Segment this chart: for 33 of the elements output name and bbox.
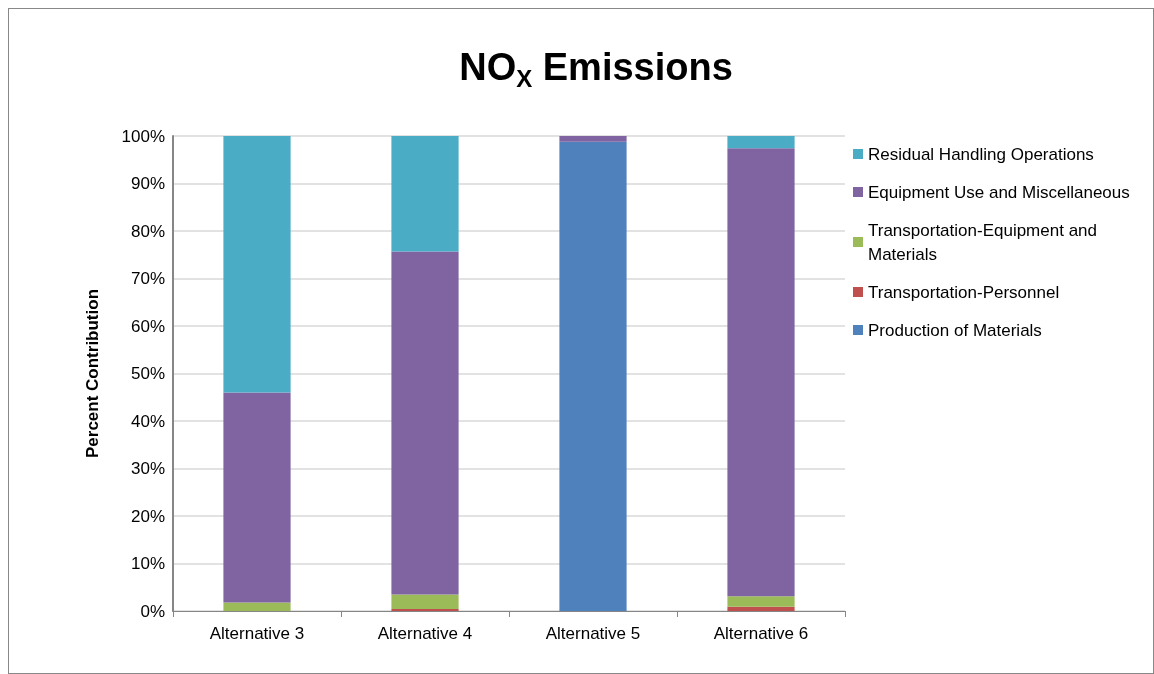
y-tick-label: 0% — [140, 601, 165, 621]
bar — [727, 606, 795, 611]
bar — [391, 136, 459, 252]
bar — [391, 251, 459, 595]
legend-label: Transportation-Equipment and Materials — [868, 220, 1102, 264]
y-tick-label: 30% — [130, 459, 165, 478]
bar — [391, 594, 459, 610]
bar — [727, 136, 795, 149]
y-tick-label: 70% — [130, 269, 165, 288]
y-tick-label: 40% — [130, 411, 165, 431]
y-tick-label: 20% — [130, 506, 165, 526]
bar — [559, 141, 627, 611]
bar — [727, 596, 795, 607]
legend-label: Equipment Use and Miscellaneous — [868, 182, 1130, 202]
y-tick-label: 60% — [130, 316, 165, 336]
bar — [223, 392, 291, 603]
x-tick-label: Alternative 6 — [713, 624, 809, 643]
legend-label: Transportation-Personnel — [868, 282, 1060, 302]
x-tick-label: Alternative 3 — [209, 624, 305, 643]
y-axis-title: Percent Contribution — [83, 288, 102, 459]
bar — [223, 602, 291, 611]
y-tick-label: 100% — [121, 126, 165, 146]
bar — [559, 136, 627, 142]
y-tick-label: 50% — [130, 364, 165, 383]
x-tick-label: Alternative 4 — [377, 624, 473, 643]
legend-label: Residual Handling Operations — [868, 144, 1094, 164]
x-tick-label: Alternative 5 — [545, 624, 641, 643]
bar — [727, 148, 795, 597]
y-tick-label: 80% — [130, 221, 165, 241]
bar — [223, 136, 291, 393]
y-tick-label: 90% — [130, 174, 165, 193]
y-tick-label: 10% — [130, 554, 165, 573]
legend-label: Production of Materials — [868, 320, 1042, 340]
